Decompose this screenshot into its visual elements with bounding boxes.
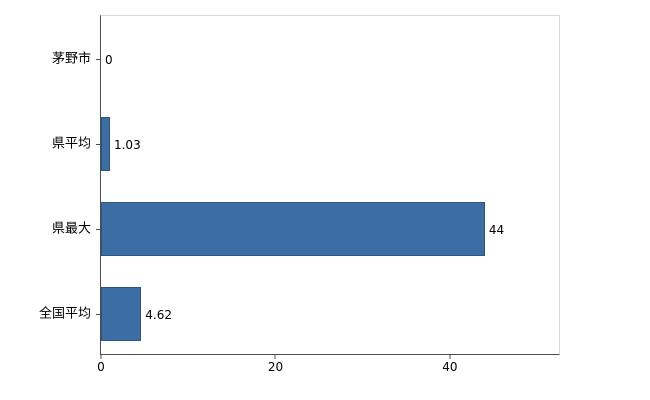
category-label: 全国平均 [38,306,91,321]
x-axis-tick-label: 20 [267,360,284,374]
category-label: 県平均 [51,136,91,151]
chart-row: 全国平均 4.62 [39,271,559,356]
chart-row: 県平均 1.03 [52,101,559,186]
chart-row: 県最大 44 [52,186,559,271]
x-axis-tick [449,354,451,359]
y-axis-tick [96,228,101,230]
category-label: 県最大 [51,221,91,236]
bar[interactable] [101,286,142,341]
y-axis-tick [96,313,101,315]
x-axis-tick-label: 40 [442,360,458,374]
bar[interactable] [101,116,110,171]
y-axis-tick [96,58,101,60]
bar[interactable] [101,201,485,256]
plot-area: 茅野市 0 県平均 1.03 県最大 44 全国平均 4.62 0 20 40 [39,15,560,373]
category-label: 茅野市 [51,51,91,66]
x-axis-tick [274,354,276,359]
x-axis-tick-label: 0 [97,360,105,374]
value-label: 0 [105,52,113,67]
value-label: 44 [488,222,505,237]
chart-row: 茅野市 0 [52,16,559,101]
x-axis-tick [100,354,102,359]
value-label: 4.62 [145,307,173,322]
y-axis-tick [96,143,101,145]
value-label: 1.03 [113,137,141,152]
